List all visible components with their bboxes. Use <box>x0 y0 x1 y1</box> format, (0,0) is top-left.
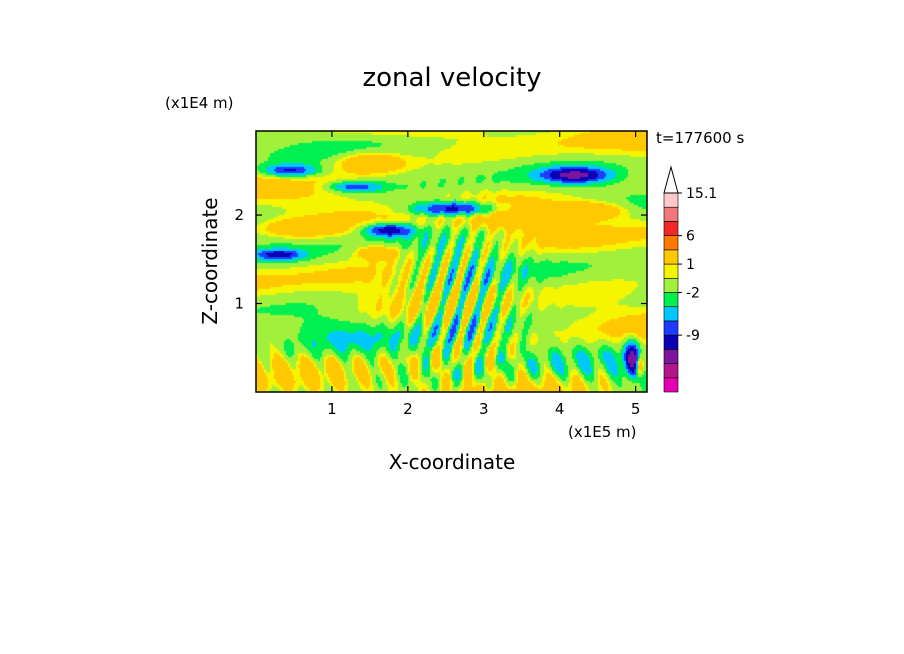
colorbar-swatch <box>663 320 679 336</box>
colorbar-label: 1 <box>686 257 695 273</box>
x-tick-label: 3 <box>479 400 489 418</box>
colorbar-extend-triangle <box>663 165 679 194</box>
x-unit-label: (x1E5 m) <box>568 423 637 441</box>
colorbar-swatch <box>663 206 679 222</box>
chart-title: zonal velocity <box>362 63 541 93</box>
colorbar-swatch <box>663 363 679 379</box>
x-axis-title: X-coordinate <box>389 450 516 474</box>
x-tick-label: 5 <box>631 400 641 418</box>
colorbar-label: -9 <box>686 328 700 344</box>
time-label: t=177600 s <box>656 129 744 147</box>
y-tick-label: 1 <box>234 295 244 313</box>
colorbar-swatch <box>663 349 679 364</box>
colorbar-swatch <box>663 235 679 251</box>
y-tick-label: 2 <box>234 206 244 224</box>
x-axis: 1 2 3 4 5 <box>327 131 640 418</box>
colorbar-swatch <box>663 292 679 308</box>
x-tick-label: 1 <box>327 400 337 418</box>
colorbar-label: -2 <box>686 286 700 302</box>
colorbar-swatch <box>663 221 679 236</box>
field-raster-host <box>256 131 647 392</box>
colorbar-label: 6 <box>686 229 695 245</box>
colorbar-swatch <box>663 377 679 393</box>
colorbar-swatch <box>663 263 679 279</box>
colorbar-label: 15.1 <box>686 186 717 202</box>
colorbar-swatch <box>663 334 679 350</box>
colorbar-swatch <box>663 249 679 265</box>
x-tick-label: 4 <box>555 400 565 418</box>
y-axis: 12 <box>234 206 647 313</box>
colorbar: -9 -2 1 6 15.1 <box>663 165 717 393</box>
y-axis-title: Z-coordinate <box>198 197 222 324</box>
field-raster <box>256 131 647 392</box>
colorbar-swatch <box>663 306 679 322</box>
contour-field <box>256 131 647 392</box>
colorbar-swatch <box>663 277 679 293</box>
x-tick-label: 2 <box>403 400 413 418</box>
y-unit-label: (x1E4 m) <box>165 94 234 112</box>
plot-frame <box>255 130 648 393</box>
colorbar-swatch <box>663 192 679 208</box>
